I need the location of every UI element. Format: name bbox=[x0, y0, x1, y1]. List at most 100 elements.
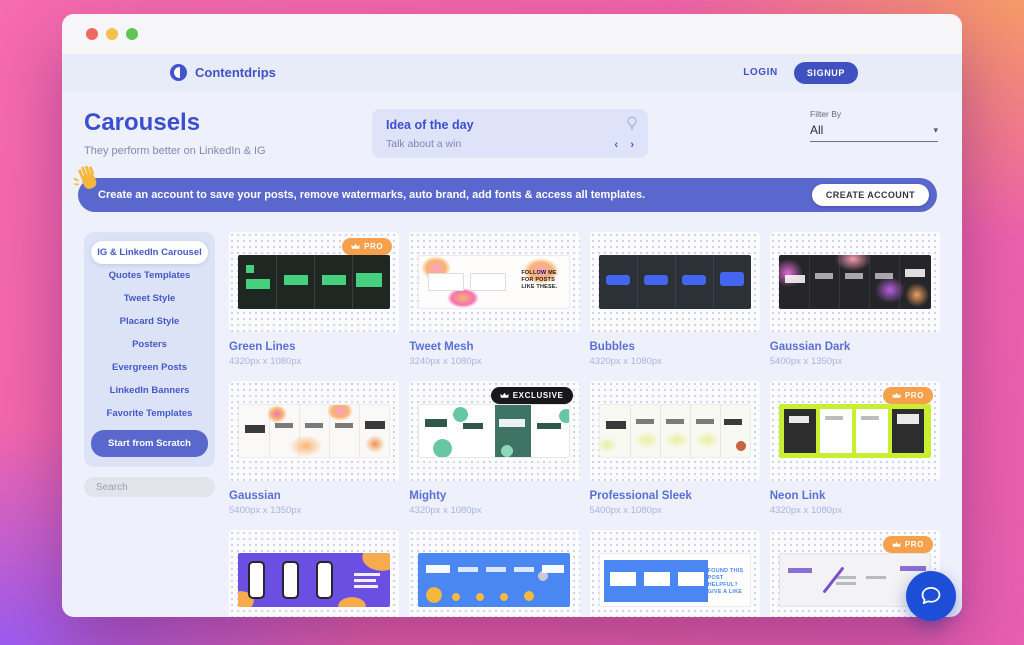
start-from-scratch-button[interactable]: Start from Scratch bbox=[91, 430, 208, 457]
template-preview bbox=[598, 255, 751, 309]
template-thumbnail[interactable] bbox=[589, 232, 760, 332]
sidebar-item-linkedin-banners[interactable]: LinkedIn Banners bbox=[109, 385, 190, 396]
template-preview bbox=[778, 255, 931, 309]
template-thumbnail[interactable]: EXCLUSIVE bbox=[409, 381, 580, 481]
sidebar-item-evergreen-posts[interactable]: Evergreen Posts bbox=[112, 362, 187, 373]
pro-badge: PRO bbox=[882, 536, 933, 553]
template-card-neon-link[interactable]: PRO Neon Link 4320px x 1080px bbox=[769, 381, 940, 516]
next-idea-button[interactable]: › bbox=[630, 139, 634, 151]
template-card[interactable] bbox=[229, 530, 400, 617]
idea-of-the-day-card: Idea of the day Talk about a win ‹ › bbox=[372, 109, 648, 158]
template-thumbnail[interactable]: FOLLOW ME FOR POSTS LIKE THESE. bbox=[409, 232, 580, 332]
template-card-bubbles[interactable]: Bubbles 4320px x 1080px bbox=[589, 232, 760, 367]
template-preview bbox=[778, 404, 931, 458]
crown-icon bbox=[892, 392, 901, 398]
template-card-gaussian[interactable]: Gaussian 5400px x 1350px bbox=[229, 381, 400, 516]
browser-window: Contentdrips LOGIN SIGNUP Carousels They… bbox=[62, 14, 962, 617]
template-thumbnail[interactable]: PRO bbox=[229, 232, 400, 332]
contentdrips-logo-icon bbox=[170, 64, 187, 81]
chat-bubble-icon bbox=[921, 587, 941, 605]
template-preview bbox=[238, 404, 391, 458]
template-thumbnail[interactable]: PRO bbox=[769, 530, 940, 617]
chevron-down-icon: ▾ bbox=[933, 124, 938, 135]
close-button[interactable] bbox=[86, 28, 98, 40]
template-card-professional-sleek[interactable]: Professional Sleek 5400px x 1080px bbox=[589, 381, 760, 516]
minimize-button[interactable] bbox=[106, 28, 118, 40]
template-thumbnail[interactable] bbox=[229, 381, 400, 481]
preview-art bbox=[681, 275, 706, 285]
login-link[interactable]: LOGIN bbox=[743, 67, 778, 78]
crown-icon bbox=[500, 392, 509, 398]
template-name: Bubbles bbox=[589, 341, 635, 353]
pro-badge: PRO bbox=[342, 238, 393, 255]
crown-icon bbox=[892, 541, 901, 547]
filter-selected-value: All bbox=[810, 123, 824, 137]
template-preview bbox=[418, 553, 571, 607]
search-input[interactable] bbox=[84, 477, 215, 497]
brand-logo[interactable]: Contentdrips bbox=[170, 64, 276, 81]
template-name: Mighty bbox=[409, 490, 447, 502]
sidebar-item-tweet-style[interactable]: Tweet Style bbox=[123, 293, 176, 304]
app-header: Contentdrips LOGIN SIGNUP bbox=[62, 54, 962, 91]
template-card-green-lines[interactable]: PRO Green Lines 4320px x 1080px bbox=[229, 232, 400, 367]
template-thumbnail[interactable] bbox=[409, 530, 580, 617]
sidebar-item-posters[interactable]: Posters bbox=[132, 339, 167, 350]
sidebar-item-placard-style[interactable]: Placard Style bbox=[119, 316, 180, 327]
template-card-mighty[interactable]: EXCLUSIVE Mighty 4320px x 1080px bbox=[409, 381, 580, 516]
preview-art bbox=[282, 561, 300, 599]
preview-art bbox=[643, 275, 668, 285]
template-dimensions: 3240px x 1080px bbox=[409, 356, 482, 367]
crown-icon bbox=[351, 243, 360, 249]
signup-button[interactable]: SIGNUP bbox=[793, 61, 858, 84]
page-subtitle: They perform better on LinkedIn & IG bbox=[84, 145, 266, 157]
sidebar-item-ig-linkedin-carousel[interactable]: IG & LinkedIn Carousel bbox=[91, 241, 208, 264]
template-thumbnail[interactable] bbox=[769, 232, 940, 332]
template-dimensions: 5400px x 1350px bbox=[769, 356, 843, 367]
template-thumbnail[interactable]: FOUND THIS POST HELPFUL? GIVE A LIKE bbox=[589, 530, 760, 617]
template-card-tweet-mesh[interactable]: FOLLOW ME FOR POSTS LIKE THESE. Tweet Me… bbox=[409, 232, 580, 367]
template-card[interactable]: FOUND THIS POST HELPFUL? GIVE A LIKE bbox=[589, 530, 760, 617]
main-content: IG & LinkedIn Carousel Quotes Templates … bbox=[62, 212, 962, 617]
page-title: Carousels bbox=[84, 109, 201, 136]
preview-art bbox=[605, 275, 630, 285]
chat-widget-button[interactable] bbox=[906, 571, 956, 621]
create-account-banner: Create an account to save your posts, re… bbox=[73, 165, 937, 212]
template-thumbnail[interactable] bbox=[229, 530, 400, 617]
preview-art bbox=[822, 566, 845, 594]
filter-by-dropdown[interactable]: Filter By All ▾ bbox=[810, 109, 938, 142]
preview-art bbox=[248, 561, 266, 599]
template-dimensions: 4320px x 1080px bbox=[409, 505, 482, 516]
template-thumbnail[interactable] bbox=[589, 381, 760, 481]
filter-select[interactable]: All ▾ bbox=[810, 123, 938, 142]
template-card-gaussian-dark[interactable]: Gaussian Dark 5400px x 1350px bbox=[769, 232, 940, 367]
template-name: Green Lines bbox=[229, 341, 296, 353]
create-account-button[interactable]: CREATE ACCOUNT bbox=[811, 184, 929, 206]
template-card[interactable] bbox=[409, 530, 580, 617]
template-preview: FOLLOW ME FOR POSTS LIKE THESE. bbox=[418, 255, 571, 309]
template-preview bbox=[778, 553, 931, 607]
template-dimensions: 4320px x 1080px bbox=[229, 356, 302, 367]
template-grid: PRO Green Lines 4320px x 1080px FOLLOW M… bbox=[229, 232, 940, 617]
pro-badge: PRO bbox=[882, 387, 933, 404]
template-dimensions: 5400px x 1080px bbox=[589, 505, 662, 516]
auth-actions: LOGIN SIGNUP bbox=[743, 61, 858, 84]
idea-title: Idea of the day bbox=[386, 118, 474, 132]
sidebar-item-quotes-templates[interactable]: Quotes Templates bbox=[108, 270, 191, 281]
category-sidebar: IG & LinkedIn Carousel Quotes Templates … bbox=[84, 232, 215, 617]
template-dimensions: 4320px x 1080px bbox=[769, 505, 843, 516]
sidebar-item-favorite-templates[interactable]: Favorite Templates bbox=[106, 408, 193, 419]
preview-caption: FOLLOW ME FOR POSTS LIKE THESE. bbox=[521, 270, 558, 290]
template-name: Gaussian bbox=[229, 490, 281, 502]
template-name: Gaussian Dark bbox=[769, 341, 851, 353]
zoom-button[interactable] bbox=[126, 28, 138, 40]
window-titlebar bbox=[62, 14, 962, 54]
banner-text: Create an account to save your posts, re… bbox=[98, 189, 646, 201]
template-dimensions: 4320px x 1080px bbox=[589, 356, 662, 367]
page-hero: Carousels They perform better on LinkedI… bbox=[62, 91, 962, 158]
preview-art bbox=[719, 272, 744, 286]
exclusive-badge: EXCLUSIVE bbox=[490, 387, 573, 404]
template-thumbnail[interactable]: PRO bbox=[769, 381, 940, 481]
template-name: Neon Link bbox=[769, 490, 826, 502]
template-card[interactable]: PRO bbox=[769, 530, 940, 617]
previous-idea-button[interactable]: ‹ bbox=[614, 139, 618, 151]
